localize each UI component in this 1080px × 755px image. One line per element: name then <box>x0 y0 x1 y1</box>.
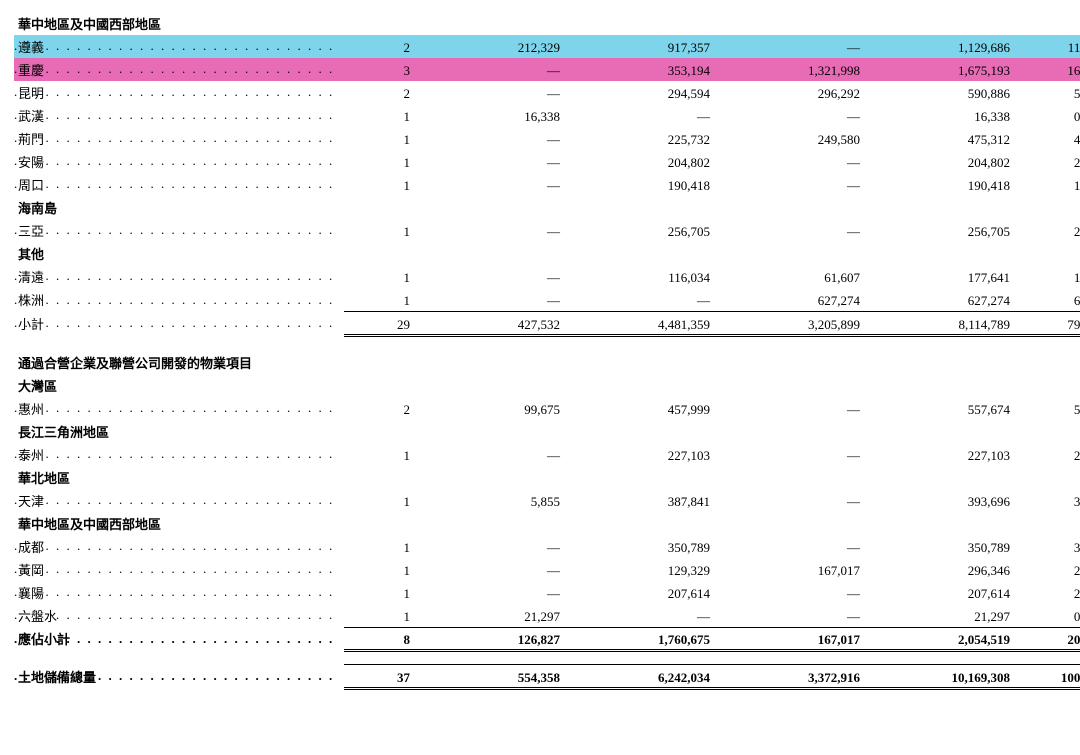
row-taizhou: 泰州. . . . . . . . . . . . . . . . . . . … <box>14 443 1080 466</box>
row-wuhan: 武漢. . . . . . . . . . . . . . . . . . . … <box>14 104 1080 127</box>
city-label: 泰州. . . . . . . . . . . . . . . . . . . … <box>14 443 344 466</box>
subtotal-label: 小計. . . . . . . . . . . . . . . . . . . … <box>14 312 344 336</box>
cell: 11.1 <box>1014 35 1080 58</box>
city-label: 武漢. . . . . . . . . . . . . . . . . . . … <box>14 104 344 127</box>
row-chengdu: 成都. . . . . . . . . . . . . . . . . . . … <box>14 535 1080 558</box>
section-title: 海南島 <box>14 196 1080 219</box>
city-label: 清遠. . . . . . . . . . . . . . . . . . . … <box>14 265 344 288</box>
landbank-table: 華中地區及中國西部地區 遵義. . . . . . . . . . . . . … <box>14 12 1080 690</box>
city-label: 天津. . . . . . . . . . . . . . . . . . . … <box>14 489 344 512</box>
row-zhuzhou: 株洲. . . . . . . . . . . . . . . . . . . … <box>14 288 1080 312</box>
cell: 16.5 <box>1014 58 1080 81</box>
cell: — <box>414 58 564 81</box>
city-label: 惠州. . . . . . . . . . . . . . . . . . . … <box>14 397 344 420</box>
row-sanya: 三亞. . . . . . . . . . . . . . . . . . . … <box>14 219 1080 242</box>
cell: 3 <box>344 58 414 81</box>
cell: — <box>714 35 864 58</box>
row-huanggang: 黃岡. . . . . . . . . . . . . . . . . . . … <box>14 558 1080 581</box>
cell: 2 <box>344 35 414 58</box>
city-label: 株洲. . . . . . . . . . . . . . . . . . . … <box>14 288 344 312</box>
subtotal-row: 小計. . . . . . . . . . . . . . . . . . . … <box>14 312 1080 336</box>
city-label: 襄陽. . . . . . . . . . . . . . . . . . . … <box>14 581 344 604</box>
city-label: 安陽. . . . . . . . . . . . . . . . . . . … <box>14 150 344 173</box>
section-header: 華北地區 <box>14 466 1080 489</box>
section-header: 通過合營企業及聯營公司開發的物業項目 <box>14 351 1080 374</box>
city-label: 三亞. . . . . . . . . . . . . . . . . . . … <box>14 219 344 242</box>
cell: 1,321,998 <box>714 58 864 81</box>
section-header: 大灣區 <box>14 374 1080 397</box>
row-huizhou: 惠州. . . . . . . . . . . . . . . . . . . … <box>14 397 1080 420</box>
city-label: 重慶. . . . . . . . . . . . . . . . . . . … <box>14 58 344 81</box>
cell: 1,129,686 <box>864 35 1014 58</box>
cell: 212,329 <box>414 35 564 58</box>
row-jingmen: 荊門. . . . . . . . . . . . . . . . . . . … <box>14 127 1080 150</box>
row-tianjin: 天津. . . . . . . . . . . . . . . . . . . … <box>14 489 1080 512</box>
row-anyang: 安陽. . . . . . . . . . . . . . . . . . . … <box>14 150 1080 173</box>
section-header: 華中地區及中國西部地區 <box>14 12 1080 35</box>
city-label: 黃岡. . . . . . . . . . . . . . . . . . . … <box>14 558 344 581</box>
city-label: 遵義. . . . . . . . . . . . . . . . . . . … <box>14 35 344 58</box>
cell: 917,357 <box>564 35 714 58</box>
row-zhoukou: 周口. . . . . . . . . . . . . . . . . . . … <box>14 173 1080 196</box>
section-title: 華北地區 <box>14 466 1080 489</box>
section-title: 其他 <box>14 242 1080 265</box>
row-zunyi: 遵義. . . . . . . . . . . . . . . . . . . … <box>14 35 1080 58</box>
city-label: 昆明. . . . . . . . . . . . . . . . . . . … <box>14 81 344 104</box>
section-title: 華中地區及中國西部地區 <box>14 512 1080 535</box>
section-title: 華中地區及中國西部地區 <box>14 12 1080 35</box>
section-header: 其他 <box>14 242 1080 265</box>
attr-subtotal-label: 應佔小計. . . . . . . . . . . . . . . . . . … <box>14 627 344 651</box>
section-header: 長江三角洲地區 <box>14 420 1080 443</box>
cell: 1,675,193 <box>864 58 1014 81</box>
section-title: 長江三角洲地區 <box>14 420 1080 443</box>
section-title: 通過合營企業及聯營公司開發的物業項目 <box>14 351 1080 374</box>
row-chongqing: 重慶. . . . . . . . . . . . . . . . . . . … <box>14 58 1080 81</box>
city-label: 周口. . . . . . . . . . . . . . . . . . . … <box>14 173 344 196</box>
row-liupanshui: 六盤水. . . . . . . . . . . . . . . . . . .… <box>14 604 1080 628</box>
attr-subtotal-row: 應佔小計. . . . . . . . . . . . . . . . . . … <box>14 627 1080 651</box>
row-kunming: 昆明. . . . . . . . . . . . . . . . . . . … <box>14 81 1080 104</box>
grand-total-row: 土地儲備總量. . . . . . . . . . . . . . . . . … <box>14 665 1080 689</box>
grand-total-label: 土地儲備總量. . . . . . . . . . . . . . . . . … <box>14 665 344 689</box>
row-xiangyang: 襄陽. . . . . . . . . . . . . . . . . . . … <box>14 581 1080 604</box>
section-header: 華中地區及中國西部地區 <box>14 512 1080 535</box>
section-header: 海南島 <box>14 196 1080 219</box>
cell: 353,194 <box>564 58 714 81</box>
city-label: 六盤水. . . . . . . . . . . . . . . . . . .… <box>14 604 344 628</box>
city-label: 荊門. . . . . . . . . . . . . . . . . . . … <box>14 127 344 150</box>
section-title: 大灣區 <box>14 374 1080 397</box>
city-label: 成都. . . . . . . . . . . . . . . . . . . … <box>14 535 344 558</box>
row-qingyuan: 清遠. . . . . . . . . . . . . . . . . . . … <box>14 265 1080 288</box>
